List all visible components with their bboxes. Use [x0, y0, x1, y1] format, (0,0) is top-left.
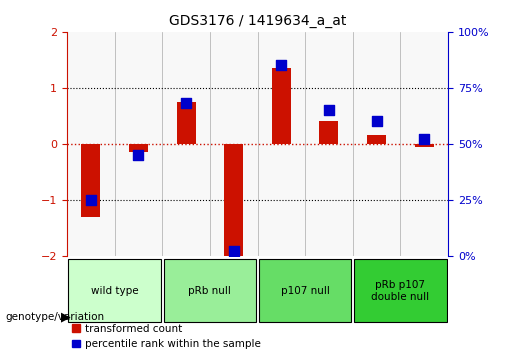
Point — [420, 137, 428, 142]
Bar — [224, 144, 243, 256]
Bar — [319, 121, 338, 144]
Text: wild type: wild type — [91, 286, 139, 296]
Bar — [272, 68, 291, 144]
FancyBboxPatch shape — [68, 259, 161, 322]
Text: pRb null: pRb null — [188, 286, 231, 296]
Text: pRb p107
double null: pRb p107 double null — [371, 280, 430, 302]
FancyBboxPatch shape — [259, 259, 351, 322]
FancyBboxPatch shape — [354, 259, 447, 322]
Bar — [367, 135, 386, 144]
Bar — [129, 144, 148, 152]
Point — [372, 119, 381, 124]
Point — [325, 107, 333, 113]
Bar — [415, 144, 434, 147]
Text: ▶: ▶ — [61, 310, 71, 323]
Point — [277, 63, 285, 68]
Text: p107 null: p107 null — [281, 286, 330, 296]
Bar — [177, 102, 196, 144]
Point — [230, 249, 238, 254]
Point — [87, 197, 95, 202]
Text: GDS3176 / 1419634_a_at: GDS3176 / 1419634_a_at — [169, 14, 346, 28]
Text: genotype/variation: genotype/variation — [5, 312, 104, 322]
Point — [134, 152, 143, 158]
Legend: transformed count, percentile rank within the sample: transformed count, percentile rank withi… — [72, 324, 261, 349]
FancyBboxPatch shape — [164, 259, 256, 322]
Bar — [81, 144, 100, 217]
Point — [182, 101, 190, 106]
